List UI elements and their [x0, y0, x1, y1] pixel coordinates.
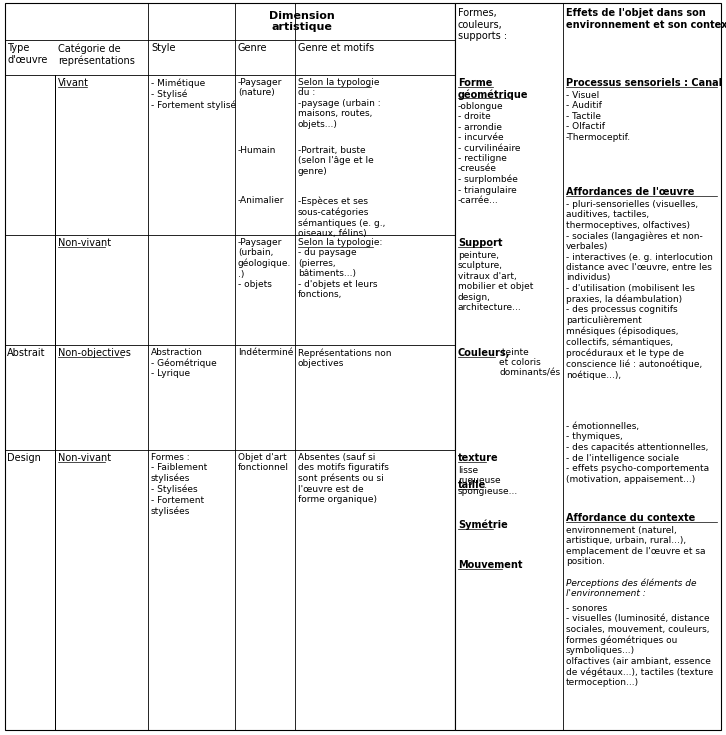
- Text: Genre: Genre: [238, 43, 267, 53]
- Text: Style: Style: [151, 43, 176, 53]
- Text: taille: taille: [458, 480, 486, 490]
- Text: Dimension
artistique: Dimension artistique: [269, 11, 335, 32]
- Text: - pluri-sensorielles (visuelles,
auditives, tactiles,
thermoceptives, olfactives: - pluri-sensorielles (visuelles, auditiv…: [566, 200, 713, 380]
- Text: Processus sensoriels : Canal: Processus sensoriels : Canal: [566, 78, 722, 88]
- Text: Effets de l'objet dans son
environnement et son context: Effets de l'objet dans son environnement…: [566, 8, 726, 29]
- Text: -Humain: -Humain: [238, 146, 277, 155]
- Text: Genre et motifs: Genre et motifs: [298, 43, 374, 53]
- Text: environnement (naturel,
artistique, urbain, rural...),
emplacement de l'œuvre et: environnement (naturel, artistique, urba…: [566, 526, 706, 566]
- Text: Non-objectives: Non-objectives: [58, 348, 131, 358]
- Text: Non-vivant: Non-vivant: [58, 238, 111, 248]
- Text: -Animalier: -Animalier: [238, 196, 285, 205]
- Text: Support: Support: [458, 238, 502, 248]
- Text: Mouvement: Mouvement: [458, 560, 523, 570]
- Text: Forme
géométrique: Forme géométrique: [458, 78, 529, 100]
- Text: lisse
rugueuse
spongieuse...: lisse rugueuse spongieuse...: [458, 466, 518, 496]
- Text: Abstrait: Abstrait: [7, 348, 46, 358]
- Text: Perceptions des éléments de
l'environnement :: Perceptions des éléments de l'environnem…: [566, 578, 696, 598]
- Text: peinture,
sculpture,
vitraux d'art,
mobilier et objet
design,
architecture...: peinture, sculpture, vitraux d'art, mobi…: [458, 251, 534, 312]
- Text: - sonores
- visuelles (luminosité, distance
sociales, mouvement, couleurs,
forme: - sonores - visuelles (luminosité, dista…: [566, 604, 713, 687]
- Text: -Paysager
(urbain,
géologique.
.)
- objets: -Paysager (urbain, géologique. .) - obje…: [238, 238, 291, 289]
- Text: - émotionnelles,
- thymiques,
- des capacités attentionnelles,
- de l'intelligen: - émotionnelles, - thymiques, - des capa…: [566, 422, 709, 484]
- Text: Affordances de l'œuvre: Affordances de l'œuvre: [566, 187, 694, 197]
- Text: Design: Design: [7, 453, 41, 463]
- Text: Catégorie de
représentations: Catégorie de représentations: [58, 43, 135, 65]
- Bar: [5, 3, 455, 730]
- Text: -Portrait, buste
(selon l'âge et le
genre): -Portrait, buste (selon l'âge et le genr…: [298, 146, 374, 176]
- Text: Affordance du contexte: Affordance du contexte: [566, 513, 696, 523]
- Text: Formes,
couleurs,
supports :: Formes, couleurs, supports :: [458, 8, 507, 41]
- Text: Objet d'art
fonctionnel: Objet d'art fonctionnel: [238, 453, 289, 473]
- Text: Selon la typologie
du :
-paysage (urbain :
maisons, routes,
objets...): Selon la typologie du : -paysage (urbain…: [298, 78, 380, 129]
- Text: Abstraction
- Géométrique
- Lyrique: Abstraction - Géométrique - Lyrique: [151, 348, 217, 379]
- Text: Absentes (sauf si
des motifs figuratifs
sont présents ou si
l'œuvre est de
forme: Absentes (sauf si des motifs figuratifs …: [298, 453, 389, 504]
- Text: Non-vivant: Non-vivant: [58, 453, 111, 463]
- Text: texture: texture: [458, 453, 499, 463]
- Text: Représentations non
objectives: Représentations non objectives: [298, 348, 391, 368]
- Text: Selon la typologie:
- du paysage
(pierres,
bâtiments...)
- d'objets et leurs
fon: Selon la typologie: - du paysage (pierre…: [298, 238, 383, 299]
- Text: - Visuel
- Auditif
- Tactile
- Olfactif
-Thermoceptif.: - Visuel - Auditif - Tactile - Olfactif …: [566, 91, 631, 142]
- Text: -oblongue
- droite
- arrondie
- incurvée
- curvilinéaire
- rectiligne
-creusée
-: -oblongue - droite - arrondie - incurvée…: [458, 102, 521, 205]
- Text: Type
d'œuvre: Type d'œuvre: [7, 43, 47, 65]
- Text: Couleurs,: Couleurs,: [458, 348, 510, 358]
- Text: Symétrie: Symétrie: [458, 520, 507, 531]
- Text: - Mimétique
- Stylisé
- Fortement stylisé: - Mimétique - Stylisé - Fortement stylis…: [151, 78, 236, 110]
- Text: Vivant: Vivant: [58, 78, 89, 88]
- Text: Formes :
- Faiblement
stylisées
- Stylisées
- Fortement
stylisées: Formes : - Faiblement stylisées - Stylis…: [151, 453, 207, 516]
- Text: -Paysager
(nature): -Paysager (nature): [238, 78, 282, 98]
- Text: teinte
et coloris
dominants/és: teinte et coloris dominants/és: [499, 348, 560, 378]
- Text: -Espèces et ses
sous-catégories
sémantiques (e. g.,
oiseaux, félins): -Espèces et ses sous-catégories sémantiq…: [298, 196, 386, 238]
- Text: Indéterminé: Indéterminé: [238, 348, 293, 357]
- Bar: [455, 3, 721, 730]
